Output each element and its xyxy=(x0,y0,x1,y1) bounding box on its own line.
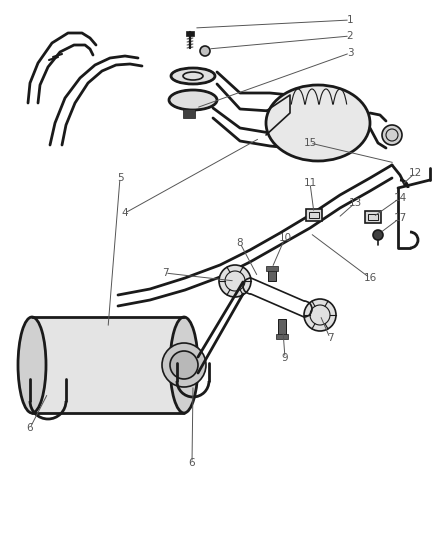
Text: 13: 13 xyxy=(348,198,362,208)
Text: 16: 16 xyxy=(364,273,377,283)
Bar xyxy=(266,266,278,271)
Bar xyxy=(306,209,322,221)
Text: 17: 17 xyxy=(393,213,406,223)
Ellipse shape xyxy=(266,85,370,161)
Bar xyxy=(309,212,319,218)
Bar xyxy=(276,334,288,339)
Ellipse shape xyxy=(171,68,215,84)
Text: 8: 8 xyxy=(237,238,244,248)
Text: 5: 5 xyxy=(117,173,124,183)
Text: 6: 6 xyxy=(189,458,195,468)
Text: 11: 11 xyxy=(304,178,317,188)
Bar xyxy=(32,317,184,413)
Ellipse shape xyxy=(169,90,217,110)
Circle shape xyxy=(170,351,198,379)
Text: 7: 7 xyxy=(162,268,168,278)
Circle shape xyxy=(219,265,251,297)
Circle shape xyxy=(162,343,206,387)
Text: 9: 9 xyxy=(282,353,288,363)
Bar xyxy=(183,109,195,118)
Ellipse shape xyxy=(18,317,46,413)
Text: 3: 3 xyxy=(347,48,353,58)
Circle shape xyxy=(200,46,210,56)
Text: 4: 4 xyxy=(122,208,128,218)
Text: 6: 6 xyxy=(27,423,33,433)
Bar xyxy=(365,211,381,223)
Text: 1: 1 xyxy=(347,15,353,25)
Bar xyxy=(186,31,194,36)
Bar xyxy=(278,319,286,335)
Bar xyxy=(368,214,378,220)
Circle shape xyxy=(373,230,383,240)
Circle shape xyxy=(382,125,402,145)
Text: 14: 14 xyxy=(393,193,406,203)
Text: 15: 15 xyxy=(304,138,317,148)
Circle shape xyxy=(304,299,336,331)
Text: 10: 10 xyxy=(279,233,292,243)
Bar xyxy=(268,267,276,281)
Text: 2: 2 xyxy=(347,31,353,41)
Text: 7: 7 xyxy=(327,333,333,343)
Text: 12: 12 xyxy=(408,168,422,178)
Ellipse shape xyxy=(170,317,198,413)
